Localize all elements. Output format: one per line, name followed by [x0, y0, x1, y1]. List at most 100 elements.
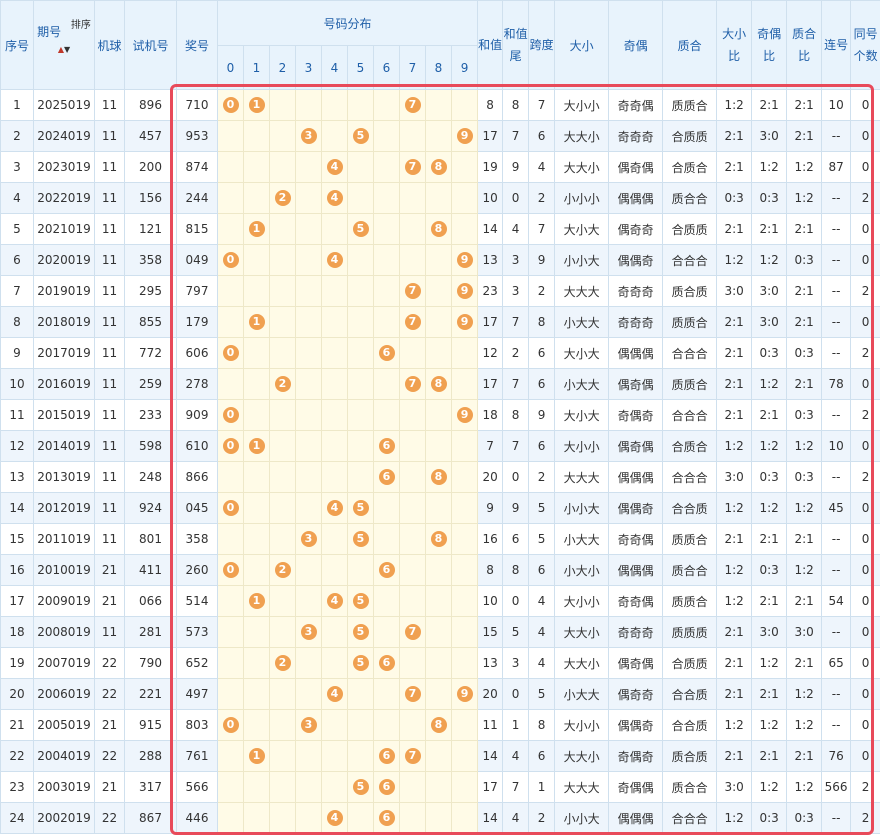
- col-span: 跨度: [528, 0, 556, 90]
- distribution-cell-6: 6: [373, 461, 400, 493]
- row-pc-ratio: 0:3: [786, 461, 823, 493]
- row-span: 7: [528, 213, 556, 245]
- sort-up-icon[interactable]: ▲: [57, 45, 64, 54]
- row-primecomp: 合质质: [662, 647, 718, 679]
- row-trial: 259: [124, 368, 177, 400]
- row-consec: --: [821, 306, 852, 338]
- row-trial: 156: [124, 182, 177, 214]
- row-bs-ratio: 1:2: [716, 802, 753, 834]
- row-period: 2021019: [33, 213, 95, 245]
- row-machine: 11: [94, 244, 125, 276]
- row-span: 4: [528, 151, 556, 183]
- distribution-cell-6: [373, 306, 400, 338]
- distribution-cell-3: 3: [295, 616, 322, 648]
- distribution-cell-9: [450, 616, 479, 648]
- row-machine: 11: [94, 461, 125, 493]
- ball-icon: 4: [326, 686, 343, 702]
- distribution-cell-5: [347, 89, 374, 121]
- distribution-cell-5: [347, 368, 374, 400]
- distribution-cell-7: 7: [399, 89, 426, 121]
- row-bs-ratio: 3:0: [716, 771, 753, 803]
- distribution-cell-7: 7: [399, 740, 426, 772]
- row-trial: 598: [124, 430, 177, 462]
- row-span: 5: [528, 678, 556, 710]
- col-pc-ratio: 质合比: [786, 0, 823, 90]
- row-pc-ratio: 2:1: [786, 213, 823, 245]
- col-sum: 和值: [477, 0, 504, 90]
- distribution-cell-0: 0: [217, 709, 244, 741]
- row-span: 2: [528, 182, 556, 214]
- row-oe-ratio: 2:1: [751, 678, 788, 710]
- col-period[interactable]: 期号 排序 ▲▼: [33, 0, 95, 90]
- row-oddeven: 偶偶奇: [608, 709, 664, 741]
- distribution-cell-9: [450, 585, 479, 617]
- row-primecomp: 合合合: [662, 244, 718, 276]
- row-trial: 233: [124, 399, 177, 431]
- sort-down-icon[interactable]: ▼: [64, 45, 71, 54]
- row-span: 5: [528, 492, 556, 524]
- row-sum: 13: [477, 244, 504, 276]
- distribution-cell-0: [217, 802, 244, 834]
- distribution-cell-2: [269, 306, 296, 338]
- col-primecomp: 质合: [662, 0, 718, 90]
- row-sum-tail: 4: [502, 802, 530, 834]
- ball-icon: 8: [430, 717, 447, 733]
- ball-icon: 9: [456, 314, 473, 330]
- distribution-cell-5: [347, 430, 374, 462]
- row-trial: 867: [124, 802, 177, 834]
- distribution-cell-6: [373, 368, 400, 400]
- row-sum-tail: 0: [502, 461, 530, 493]
- row-seq: 20: [0, 678, 34, 710]
- distribution-cell-2: 2: [269, 182, 296, 214]
- distribution-cell-1: [243, 523, 270, 555]
- distribution-cell-0: 0: [217, 89, 244, 121]
- row-oddeven: 偶偶偶: [608, 554, 664, 586]
- distribution-cell-1: [243, 244, 270, 276]
- distribution-cell-6: 6: [373, 740, 400, 772]
- row-sum-tail: 7: [502, 368, 530, 400]
- row-span: 6: [528, 430, 556, 462]
- row-pc-ratio: 0:3: [786, 337, 823, 369]
- distribution-cell-7: [399, 120, 426, 152]
- distribution-cell-1: [243, 709, 270, 741]
- row-prize: 953: [176, 120, 218, 152]
- ball-icon: 5: [352, 624, 369, 640]
- row-machine: 11: [94, 182, 125, 214]
- distribution-cell-1: [243, 678, 270, 710]
- distribution-cell-4: [321, 771, 348, 803]
- row-oddeven: 奇奇奇: [608, 306, 664, 338]
- row-oe-ratio: 1:2: [751, 771, 788, 803]
- distribution-cell-4: [321, 306, 348, 338]
- row-span: 9: [528, 399, 556, 431]
- distribution-cell-9: [450, 213, 479, 245]
- distribution-cell-0: [217, 740, 244, 772]
- row-span: 6: [528, 740, 556, 772]
- row-same-count: 0: [850, 120, 880, 152]
- row-trial: 411: [124, 554, 177, 586]
- sort-label: 排序: [70, 20, 91, 31]
- row-sum: 10: [477, 182, 504, 214]
- row-oddeven: 奇偶奇: [608, 740, 664, 772]
- row-prize: 606: [176, 337, 218, 369]
- row-pc-ratio: 2:1: [786, 740, 823, 772]
- distribution-cell-1: 1: [243, 585, 270, 617]
- row-prize: 815: [176, 213, 218, 245]
- distribution-cell-2: [269, 275, 296, 307]
- row-sum: 10: [477, 585, 504, 617]
- distribution-cell-8: [425, 740, 452, 772]
- sort-control[interactable]: 排序 ▲▼: [58, 20, 91, 55]
- row-sum: 18: [477, 399, 504, 431]
- distribution-cell-4: [321, 554, 348, 586]
- row-seq: 3: [0, 151, 34, 183]
- row-same-count: 0: [850, 647, 880, 679]
- distribution-cell-3: [295, 430, 322, 462]
- distribution-cell-2: [269, 337, 296, 369]
- distribution-cell-0: [217, 306, 244, 338]
- row-consec: --: [821, 337, 852, 369]
- distribution-cell-7: 7: [399, 678, 426, 710]
- row-prize: 566: [176, 771, 218, 803]
- distribution-cell-2: [269, 430, 296, 462]
- distribution-cell-8: 8: [425, 523, 452, 555]
- table-row: 10 2016019 11 259 278 2 7 8 17 7 6 小大大 偶奇偶 质质合 2:1 1:2 2…: [0, 368, 880, 400]
- digit-header-4: 4: [321, 45, 348, 90]
